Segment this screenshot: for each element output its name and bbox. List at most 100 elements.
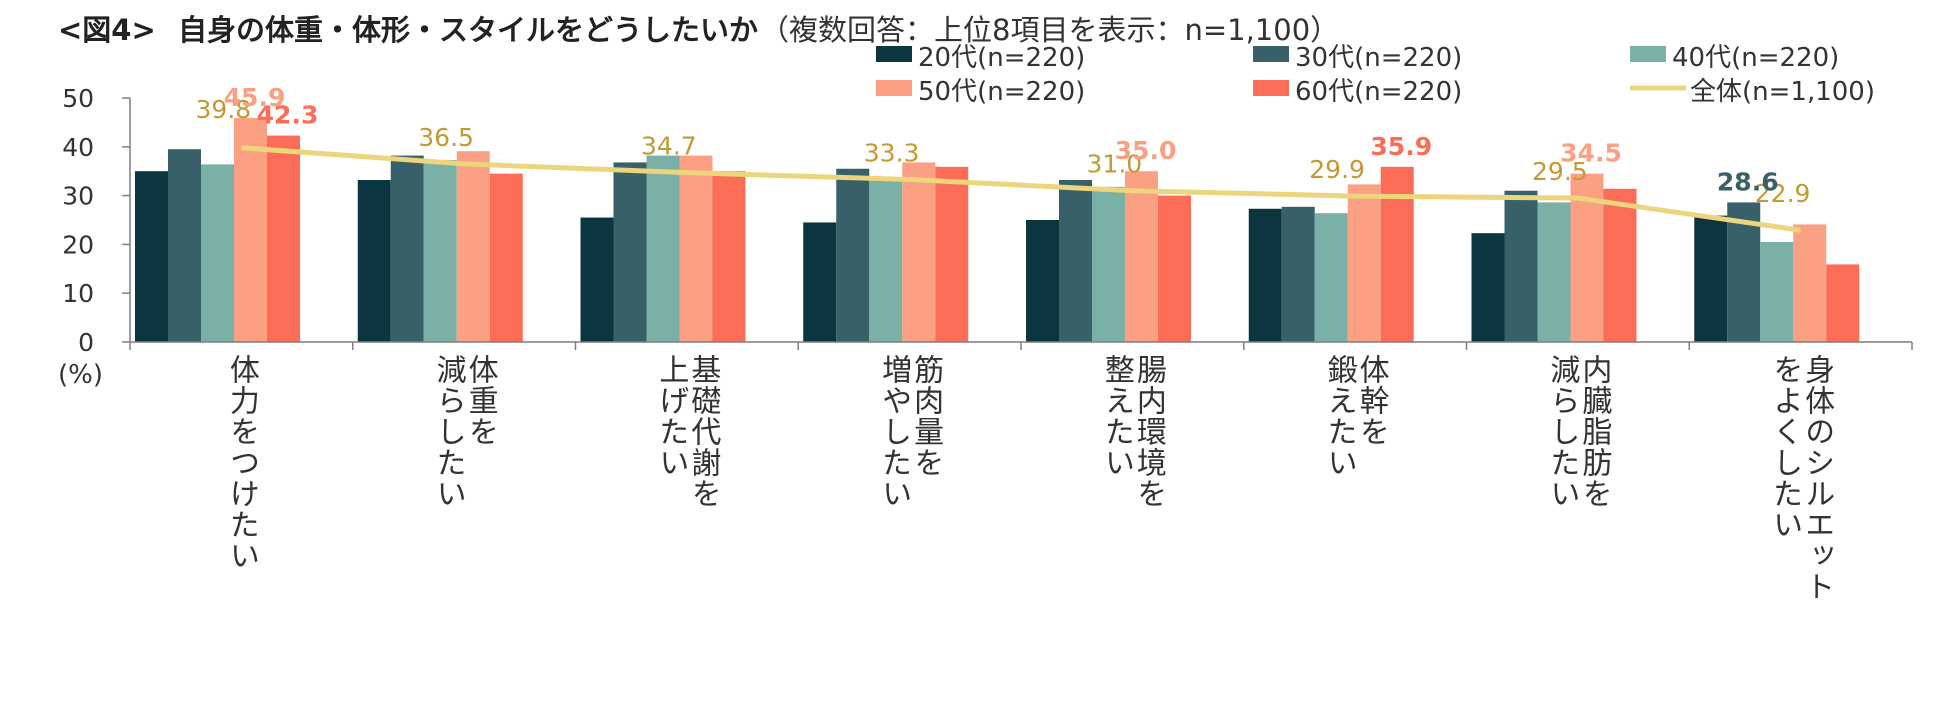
bar xyxy=(1347,184,1381,342)
y-tick-label: 0 xyxy=(78,328,94,357)
total-data-label: 29.5 xyxy=(1532,157,1588,186)
x-category-label: 減らしたい xyxy=(1544,354,1579,509)
x-category-label: をよくしたい xyxy=(1767,354,1802,540)
y-tick-label: 50 xyxy=(62,84,94,113)
series-2 xyxy=(168,149,1761,342)
total-point xyxy=(463,163,465,165)
highlight-data-label: 35.9 xyxy=(1370,132,1432,161)
legend-label: 30代(n=220) xyxy=(1295,43,1462,73)
series-3 xyxy=(201,155,1794,342)
total-data-label: 22.9 xyxy=(1755,179,1811,208)
bar xyxy=(201,164,234,342)
legend-item-4: 50代(n=220) xyxy=(876,77,1085,107)
bar xyxy=(456,151,490,342)
legend-swatch xyxy=(876,80,912,96)
bar xyxy=(1471,233,1505,342)
bar xyxy=(1248,208,1282,342)
x-category-label: 体幹を xyxy=(1354,354,1390,447)
bar xyxy=(1092,186,1125,342)
legend-swatch xyxy=(1630,46,1666,62)
legend-label: 60代(n=220) xyxy=(1295,77,1462,107)
total-point xyxy=(1800,229,1802,231)
chart-title: <図4> 自身の体重・体形・スタイルをどうしたいか （複数回答：上位8項目を表示… xyxy=(58,13,1339,47)
bar xyxy=(135,171,168,342)
legend-item-total: 全体(n=1,100) xyxy=(1630,77,1875,107)
bar xyxy=(836,168,870,342)
legend-item-2: 30代(n=220) xyxy=(1253,43,1462,73)
total-point xyxy=(909,178,911,180)
title-prefix: <図4> xyxy=(58,13,156,47)
highlight-data-label: 34.5 xyxy=(1560,139,1622,168)
legend-label: 20代(n=220) xyxy=(918,43,1085,73)
bar xyxy=(489,173,523,342)
bar xyxy=(267,135,300,342)
x-category-label: 内臓脂肪を xyxy=(1576,354,1612,509)
title-main: 自身の体重・体形・スタイルをどうしたいか xyxy=(178,13,758,47)
bar xyxy=(1826,264,1860,342)
bar xyxy=(1537,202,1571,342)
total-point xyxy=(1131,190,1133,192)
total-data-label: 29.9 xyxy=(1309,155,1365,184)
bar xyxy=(580,217,614,342)
x-category-label: 上げたい xyxy=(653,354,688,478)
total-data-label: 36.5 xyxy=(418,123,474,152)
bar xyxy=(803,222,837,342)
total-point xyxy=(1577,197,1579,199)
y-axis-unit-label: (%) xyxy=(58,360,103,390)
highlight-data-label: 45.9 xyxy=(224,83,286,112)
bar xyxy=(234,118,267,343)
bar xyxy=(390,155,424,342)
x-category-label: 基礎代謝を xyxy=(685,354,721,509)
bar xyxy=(1125,171,1158,342)
legend-label: 50代(n=220) xyxy=(918,77,1085,107)
x-category-label: 体力をつけたい xyxy=(224,354,260,571)
title-note: （複数回答：上位8項目を表示：n=1,100） xyxy=(760,13,1339,47)
bar xyxy=(423,159,457,342)
bar xyxy=(1314,213,1348,342)
legend-swatch xyxy=(1253,80,1289,96)
x-category-label: 減らしたい xyxy=(431,354,466,509)
x-category-label: 筋肉量を xyxy=(908,354,944,478)
bar xyxy=(1603,188,1637,342)
bar xyxy=(1281,206,1315,342)
total-line xyxy=(241,145,1801,233)
x-category-label: 腸内環境を xyxy=(1131,354,1167,509)
x-category-label: 身体のシルエット xyxy=(1799,354,1835,602)
y-tick-label: 20 xyxy=(62,230,94,259)
bar xyxy=(1026,220,1059,342)
bar xyxy=(1380,166,1414,342)
bar xyxy=(357,179,391,342)
highlight-data-label: 28.6 xyxy=(1717,167,1779,196)
data-labels: 39.8 36.5 34.7 33.3 31.0 29.9 29.5 22.9 45.942.3… xyxy=(196,83,1811,208)
bar xyxy=(679,155,713,342)
total-point xyxy=(1354,195,1356,197)
y-tick-label: 30 xyxy=(62,182,94,211)
bar xyxy=(646,155,680,342)
x-category-label: 体重を xyxy=(463,354,499,447)
series-4 xyxy=(234,118,1827,343)
total-data-label: 34.7 xyxy=(641,132,697,161)
y-tick-label: 40 xyxy=(62,133,94,162)
total-line-group xyxy=(240,145,1802,233)
total-point xyxy=(686,172,688,174)
legend-item-1: 20代(n=220) xyxy=(876,43,1085,73)
bar xyxy=(168,149,201,342)
x-category-label: 整えたい xyxy=(1099,354,1134,478)
bar xyxy=(1694,215,1728,342)
highlight-data-label: 35.0 xyxy=(1115,136,1177,165)
bar xyxy=(613,162,647,342)
total-data-label: 39.8 xyxy=(196,95,252,124)
total-data-label: 31.0 xyxy=(1087,150,1143,179)
total-point xyxy=(240,147,242,149)
bar xyxy=(1504,190,1538,342)
bar xyxy=(869,178,903,342)
bar xyxy=(1793,224,1827,342)
bar xyxy=(1760,241,1794,342)
chart-legend: 20代(n=220) 30代(n=220) 40代(n=220) 50代(n=220)… xyxy=(876,43,1875,107)
x-category-label: 鍛えたい xyxy=(1322,354,1358,478)
bar xyxy=(1059,179,1092,342)
bar xyxy=(712,171,746,342)
highlight-data-label: 42.3 xyxy=(257,101,319,130)
